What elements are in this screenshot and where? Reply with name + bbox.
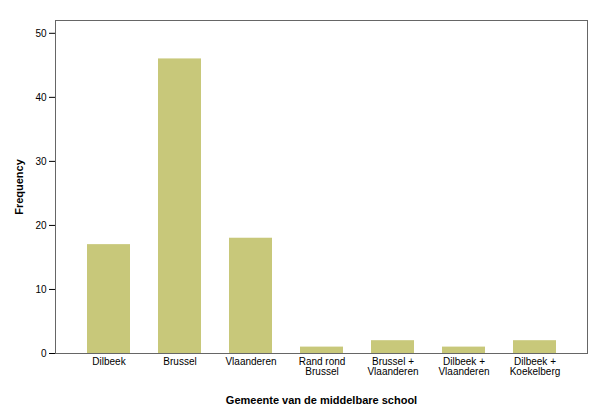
svg-text:10: 10 [35, 284, 47, 295]
svg-text:Frequency: Frequency [13, 158, 25, 215]
svg-text:30: 30 [35, 156, 47, 167]
svg-text:Brussel +Vlaanderen: Brussel +Vlaanderen [367, 356, 418, 377]
svg-text:20: 20 [35, 220, 47, 231]
svg-text:40: 40 [35, 92, 47, 103]
svg-text:50: 50 [35, 28, 47, 39]
svg-text:Rand rondBrussel: Rand rondBrussel [299, 356, 346, 377]
svg-text:Dilbeek +Koekelberg: Dilbeek +Koekelberg [510, 356, 561, 377]
svg-text:Dilbeek +Vlaanderen: Dilbeek +Vlaanderen [438, 356, 489, 377]
svg-text:Dilbeek: Dilbeek [92, 356, 126, 367]
svg-text:Gemeente van de middelbare sch: Gemeente van de middelbare school [226, 394, 417, 406]
svg-text:0: 0 [41, 348, 47, 359]
svg-text:Brussel: Brussel [163, 356, 196, 367]
svg-text:Vlaanderen: Vlaanderen [225, 356, 276, 367]
